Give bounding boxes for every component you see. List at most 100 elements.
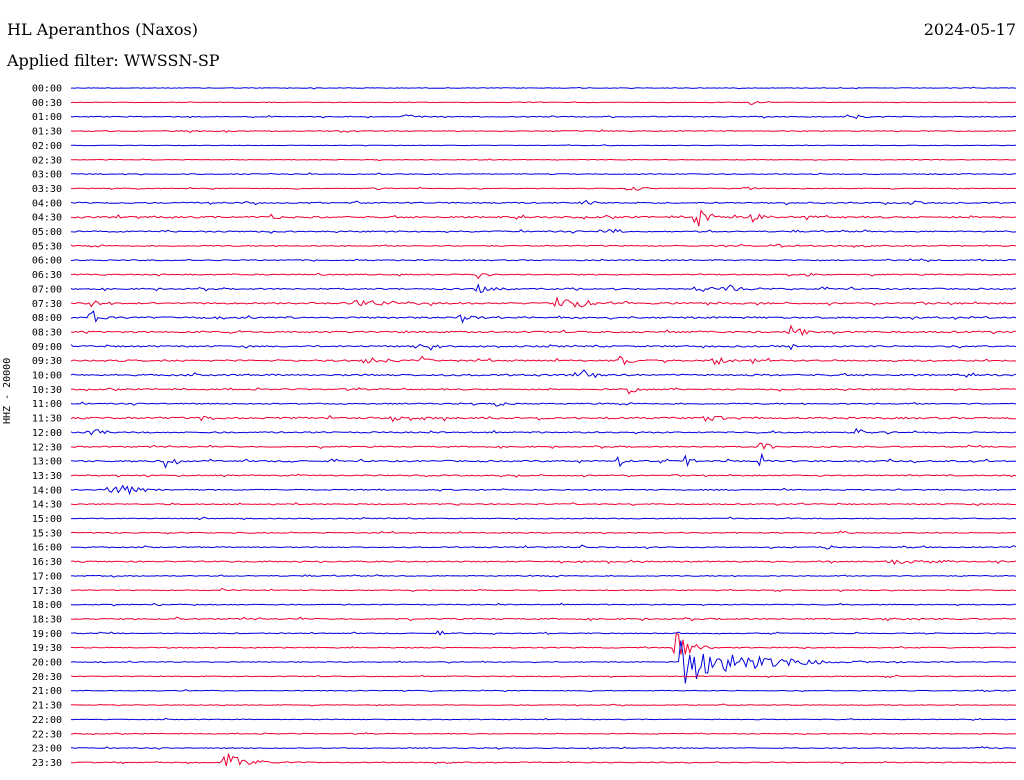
- row-time-label: 01:30: [32, 127, 62, 138]
- trace-line: [70, 199, 1017, 206]
- row-time-label: 14:00: [32, 485, 62, 496]
- row-time-label: 11:30: [32, 414, 62, 425]
- row-time-label: 04:00: [32, 198, 62, 209]
- row-time-label: 03:00: [32, 170, 62, 181]
- trace-line: [70, 310, 1017, 324]
- trace-line: [70, 746, 1017, 750]
- trace-line: [70, 753, 1017, 767]
- row-time-label: 18:00: [32, 600, 62, 611]
- trace-line: [71, 689, 1016, 693]
- trace-line: [71, 717, 1016, 721]
- trace-line: [70, 732, 1017, 736]
- trace-line: [70, 530, 1017, 535]
- trace-line: [71, 86, 1017, 90]
- trace-line: [70, 502, 1017, 506]
- row-time-label: 17:30: [32, 586, 62, 597]
- trace-line: [70, 484, 1017, 496]
- trace-line: [70, 602, 1017, 607]
- trace-line: [70, 283, 1017, 294]
- row-time-label: 02:30: [32, 155, 62, 166]
- trace-line: [71, 172, 1017, 176]
- row-time-label: 13:30: [32, 471, 62, 482]
- trace-line: [70, 258, 1017, 263]
- trace-line: [70, 387, 1017, 395]
- row-time-label: 10:00: [32, 371, 62, 382]
- row-time-label: 19:30: [32, 643, 62, 654]
- trace-line: [70, 630, 1017, 636]
- trace-line: [71, 158, 1016, 162]
- row-time-label: 09:30: [32, 356, 62, 367]
- trace-line: [70, 616, 1017, 622]
- row-time-label: 07:30: [32, 299, 62, 310]
- row-time-label: 08:00: [32, 313, 62, 324]
- trace-line: [70, 559, 1017, 566]
- row-time-label: 09:00: [32, 342, 62, 353]
- row-time-label: 14:30: [32, 500, 62, 511]
- trace-line: [70, 574, 1017, 578]
- trace-line: [70, 129, 1017, 133]
- trace-line: [70, 228, 1017, 234]
- trace-line: [70, 243, 1017, 248]
- trace-line: [70, 516, 1017, 521]
- date-label: 2024-05-17: [923, 20, 1016, 39]
- trace-line: [70, 442, 1017, 451]
- row-time-label: 20:30: [32, 672, 62, 683]
- row-time-label: 03:30: [32, 184, 62, 195]
- row-time-label: 23:30: [32, 758, 62, 769]
- row-time-label: 12:30: [32, 442, 62, 453]
- row-time-label: 16:30: [32, 557, 62, 568]
- trace-line: [70, 674, 1017, 678]
- row-time-label: 02:00: [32, 141, 62, 152]
- row-time-label: 05:00: [32, 227, 62, 238]
- row-time-label: 00:30: [32, 98, 62, 109]
- row-time-label: 06:00: [32, 256, 62, 267]
- trace-line: [70, 401, 1017, 407]
- row-time-label: 00:00: [32, 84, 62, 95]
- row-time-label: 22:00: [32, 715, 62, 726]
- row-time-label: 17:00: [32, 571, 62, 582]
- row-time-label: 19:00: [32, 629, 62, 640]
- row-label-group: 00:00 00:30 01:00 01:30 02:00 02:30 03:00 03:30…: [32, 84, 62, 769]
- trace-line: [70, 343, 1017, 351]
- trace-line: [70, 414, 1017, 423]
- trace-line: [70, 324, 1017, 337]
- row-time-label: 12:00: [32, 428, 62, 439]
- trace-line: [70, 544, 1017, 550]
- trace-line: [70, 427, 1016, 436]
- station-title: HL Aperanthos (Naxos): [7, 20, 198, 39]
- trace-line: [70, 209, 1017, 227]
- trace-line: [70, 355, 1017, 366]
- row-time-label: 04:30: [32, 213, 62, 224]
- trace-line: [70, 369, 1017, 379]
- trace-line: [70, 296, 1016, 308]
- row-time-label: 18:30: [32, 614, 62, 625]
- trace-line: [70, 640, 1017, 684]
- row-time-label: 20:00: [32, 658, 62, 669]
- row-time-label: 10:30: [32, 385, 62, 396]
- trace-line: [70, 587, 1017, 592]
- row-time-label: 16:00: [32, 543, 62, 554]
- row-time-label: 06:30: [32, 270, 62, 281]
- trace-line: [70, 452, 1017, 469]
- trace-line: [70, 100, 1017, 106]
- filter-label: Applied filter: WWSSN-SP: [7, 51, 220, 70]
- row-time-label: 13:00: [32, 457, 62, 468]
- trace-line: [70, 144, 1017, 147]
- row-time-label: 21:00: [32, 686, 62, 697]
- row-time-label: 07:00: [32, 284, 62, 295]
- trace-line: [70, 114, 1017, 120]
- row-time-label: 05:30: [32, 241, 62, 252]
- trace-line: [70, 186, 1017, 191]
- row-time-label: 15:00: [32, 514, 62, 525]
- trace-line: [70, 703, 1016, 707]
- row-time-label: 22:30: [32, 729, 62, 740]
- trace-line: [71, 632, 1017, 655]
- row-time-label: 01:00: [32, 112, 62, 123]
- row-time-label: 11:00: [32, 399, 62, 410]
- trace-line: [70, 473, 1017, 478]
- row-time-label: 08:30: [32, 327, 62, 338]
- row-time-label: 21:30: [32, 701, 62, 712]
- trace-group: [70, 86, 1017, 767]
- trace-line: [70, 272, 1017, 280]
